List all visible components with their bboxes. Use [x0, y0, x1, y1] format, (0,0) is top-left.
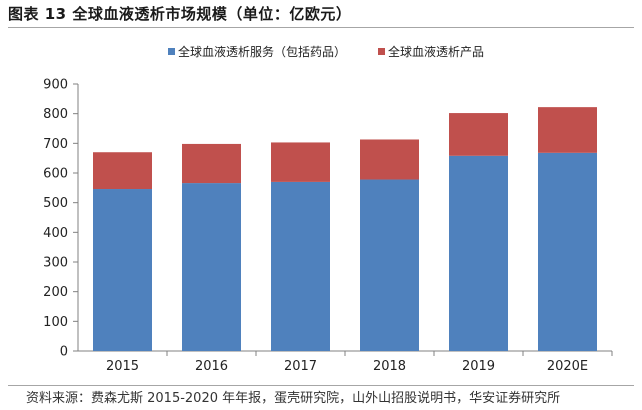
- bar-2020E-series-0: [538, 152, 597, 351]
- bar-2020E-series-1: [538, 107, 597, 153]
- title-divider: [8, 27, 634, 28]
- figure-title: 图表 13 全球血液透析市场规模（单位：亿欧元）: [8, 5, 352, 23]
- bar-2019-series-0: [449, 155, 508, 351]
- y-tick-label: 100: [43, 315, 68, 330]
- x-tick-label: 2017: [284, 359, 317, 374]
- legend-label-0: 全球血液透析服务（包括药品）: [178, 44, 346, 59]
- y-tick-label: 0: [60, 345, 68, 360]
- y-tick-label: 400: [43, 226, 68, 241]
- bar-2019-series-1: [449, 113, 508, 156]
- source-note: 资料来源：费森尤斯 2015-2020 年年报，蛋壳研究院，山外山招股说明书，华…: [26, 391, 561, 406]
- bar-2018-series-0: [360, 179, 419, 351]
- x-axis-labels: 2015 2016 2017 2018 2019 2020E: [106, 359, 588, 374]
- bar-2016-series-1: [182, 143, 241, 184]
- chart-axes: 0 100 200 300 400 500 600 700 800 900: [43, 78, 613, 360]
- y-tick-label: 700: [43, 137, 68, 152]
- legend-swatch-1: [378, 48, 385, 55]
- bar-2017-series-0: [271, 181, 330, 351]
- legend-label-1: 全球血液透析产品: [388, 44, 484, 59]
- bar-2015-series-0: [93, 189, 152, 351]
- stacked-bar-chart: 全球血液透析服务（包括药品） 全球血液透析产品 0 100 200 300 400 500 6…: [43, 44, 613, 374]
- y-tick-label: 500: [43, 196, 68, 211]
- chart-legend: 全球血液透析服务（包括药品） 全球血液透析产品: [168, 44, 484, 59]
- source-divider: [8, 385, 634, 386]
- y-tick-label: 600: [43, 167, 68, 182]
- x-tick-label: 2020E: [547, 359, 588, 374]
- x-tick-label: 2019: [462, 359, 495, 374]
- chart-bars: [93, 107, 597, 351]
- legend-swatch-0: [168, 48, 175, 55]
- y-tick-label: 300: [43, 256, 68, 271]
- bar-2018-series-1: [360, 139, 419, 180]
- x-tick-label: 2015: [106, 359, 139, 374]
- x-tick-label: 2018: [373, 359, 406, 374]
- bar-2015-series-1: [93, 152, 152, 190]
- y-tick-label: 800: [43, 107, 68, 122]
- bar-2016-series-0: [182, 183, 241, 351]
- y-tick-label: 200: [43, 285, 68, 300]
- y-tick-label: 900: [43, 78, 68, 93]
- bar-2017-series-1: [271, 142, 330, 182]
- x-tick-label: 2016: [195, 359, 228, 374]
